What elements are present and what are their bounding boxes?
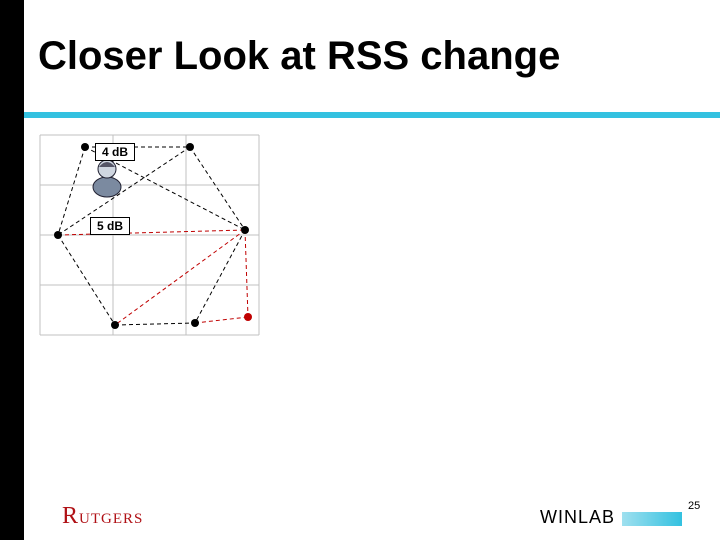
rutgers-logo: RUTGERS: [62, 503, 143, 530]
slide-title: Closer Look at RSS change: [38, 34, 560, 79]
person-icon: [90, 157, 124, 197]
rutgers-rest: UTGERS: [79, 511, 143, 527]
footer: RUTGERS WINLAB 25: [0, 492, 720, 540]
winlab-bar: [622, 512, 682, 526]
winlab-text: WINLAB: [540, 507, 615, 528]
label-4db: 4 dB: [95, 143, 135, 161]
label-5db: 5 dB: [90, 217, 130, 235]
rss-diagram: 4 dB 5 dB: [40, 135, 260, 335]
left-black-bar: [0, 0, 24, 540]
diagram-svg: [40, 135, 260, 335]
rutgers-r: R: [62, 503, 79, 529]
title-underline: [24, 112, 720, 118]
slide: Closer Look at RSS change 4 dB 5 dB RUTG…: [0, 0, 720, 540]
page-number: 25: [688, 500, 700, 512]
